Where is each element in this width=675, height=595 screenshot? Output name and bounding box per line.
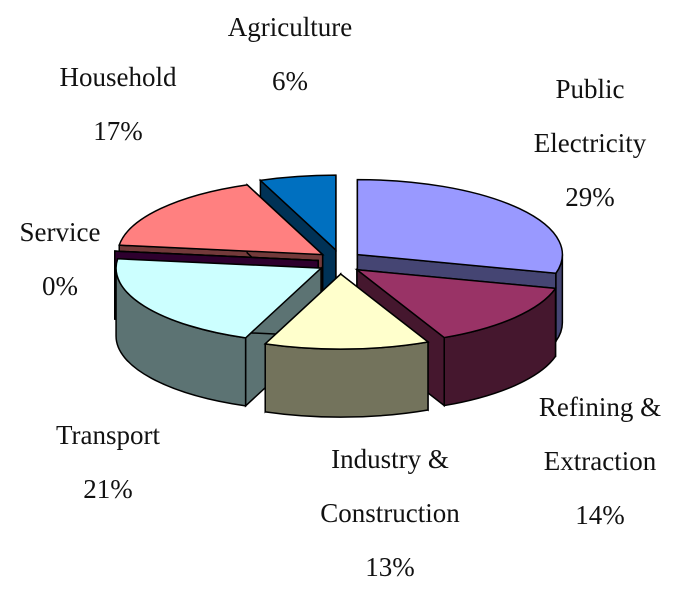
slice xyxy=(356,178,564,275)
slice-label: Service 0% xyxy=(0,205,150,313)
category-label: Refining & Extraction xyxy=(538,392,662,476)
value-label: 6% xyxy=(272,66,308,96)
value-label: 14% xyxy=(575,500,625,530)
value-label: 29% xyxy=(565,182,615,212)
slice-label: Household 17% xyxy=(28,50,208,158)
slice-label: Industry & Construction 13% xyxy=(300,432,480,594)
slice xyxy=(263,273,430,350)
category-label: Industry & Construction xyxy=(320,444,460,528)
slice xyxy=(118,184,325,256)
value-label: 13% xyxy=(365,552,415,582)
slice xyxy=(258,174,337,252)
slice-label: Agriculture 6% xyxy=(200,0,380,108)
slice-side xyxy=(264,341,429,418)
slice-label: Transport 21% xyxy=(18,408,198,516)
value-label: 21% xyxy=(83,474,133,504)
slice xyxy=(114,250,319,262)
value-label: 17% xyxy=(93,116,143,146)
slice-label: Public Electricity 29% xyxy=(500,62,675,224)
category-label: Public Electricity xyxy=(533,74,647,158)
category-label: Agriculture xyxy=(227,12,353,42)
category-label: Transport xyxy=(55,420,161,450)
slice xyxy=(115,257,323,339)
category-label: Household xyxy=(59,62,177,92)
value-label: 0% xyxy=(42,271,78,301)
slice-label: Refining & Extraction 14% xyxy=(510,380,675,542)
category-label: Service xyxy=(19,217,101,247)
slice xyxy=(354,268,557,339)
